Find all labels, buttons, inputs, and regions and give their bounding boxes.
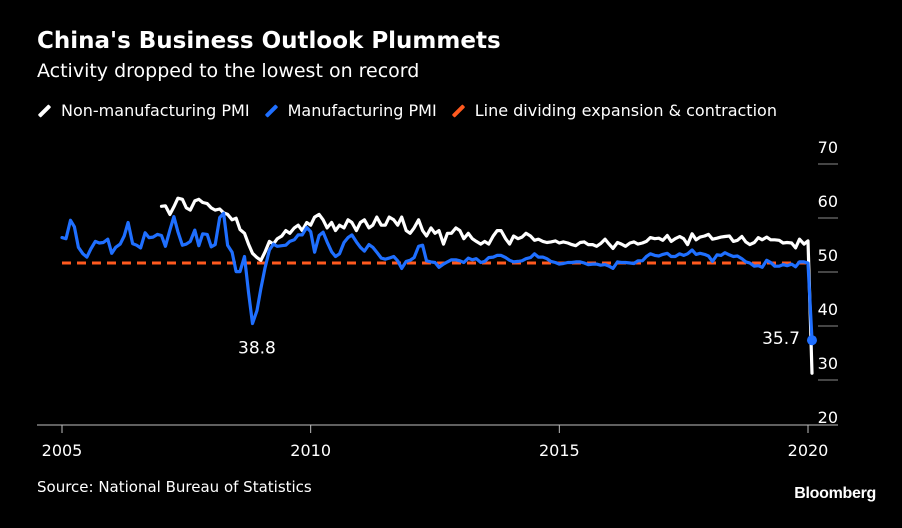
- x-tick-label: 2005: [42, 441, 83, 460]
- series-line-non-manufacturing: [159, 196, 814, 375]
- y-gridlines: [818, 163, 838, 381]
- manufacturing-latest-point: [806, 335, 817, 346]
- legend-label-non-manufacturing: Non-manufacturing PMI: [61, 101, 250, 120]
- y-tick-label: 30: [818, 354, 838, 373]
- chart-subtitle: Activity dropped to the lowest on record: [37, 60, 420, 82]
- y-tick-label: 20: [818, 408, 838, 427]
- series-lines: [60, 196, 817, 375]
- x-tick-label: 2015: [539, 441, 580, 460]
- legend-item-threshold: Line dividing expansion & contraction: [451, 101, 777, 120]
- y-axis-tick-labels: 20 30 40 50 60 70: [818, 138, 838, 427]
- series-line-manufacturing: [60, 211, 814, 342]
- x-tick-label: 2010: [290, 441, 331, 460]
- annotations: 38.8 35.7: [238, 329, 800, 358]
- legend-label-threshold: Line dividing expansion & contraction: [474, 101, 777, 120]
- y-tick-label: 70: [818, 138, 838, 157]
- legend-label-manufacturing: Manufacturing PMI: [287, 101, 437, 120]
- chart-title: China's Business Outlook Plummets: [37, 28, 501, 54]
- legend-item-manufacturing: Manufacturing PMI: [264, 101, 437, 120]
- bloomberg-logo: Bloomberg: [794, 485, 876, 502]
- source-note: Source: National Bureau of Statistics: [37, 478, 312, 496]
- annotation-low-2020: 35.7: [762, 329, 800, 349]
- y-tick-label: 40: [818, 300, 838, 319]
- annotation-low-2008: 38.8: [238, 338, 276, 358]
- y-tick-label: 50: [818, 246, 838, 265]
- x-tick-label: 2020: [788, 441, 829, 460]
- legend-item-non-manufacturing: Non-manufacturing PMI: [37, 101, 250, 120]
- x-axis-ticks: 2005 2010 2015 2020: [42, 425, 829, 460]
- y-tick-label: 60: [818, 192, 838, 211]
- legend: Non-manufacturing PMI Manufacturing PMI …: [37, 101, 791, 120]
